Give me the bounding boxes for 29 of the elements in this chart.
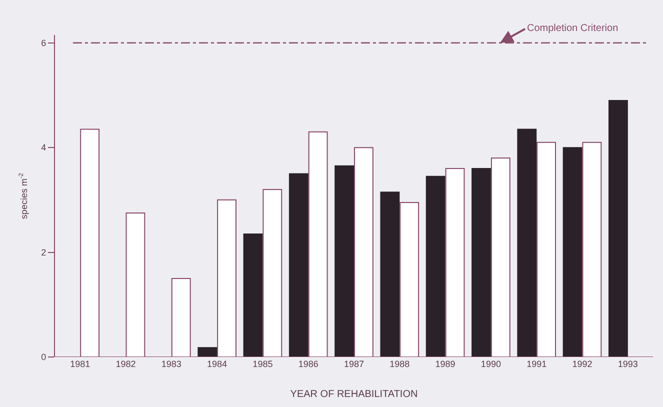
bar xyxy=(334,165,354,357)
x-tick-label: 1984 xyxy=(207,359,228,369)
bar xyxy=(608,100,628,357)
y-tick-label: 4 xyxy=(41,142,46,153)
x-tick-label: 1981 xyxy=(70,359,90,369)
x-tick-label: 1988 xyxy=(390,359,410,369)
x-tick-label: 1985 xyxy=(252,359,273,369)
ref-line-label: Completion Criterion xyxy=(527,23,618,34)
x-tick-label: 1987 xyxy=(344,359,364,369)
bar xyxy=(472,168,491,357)
x-tick-label: 1983 xyxy=(161,359,182,369)
y-tick-label: 6 xyxy=(41,38,46,48)
bar xyxy=(380,192,400,357)
x-tick-label: 1993 xyxy=(618,359,638,369)
x-tick-label: 1991 xyxy=(526,359,547,369)
bar xyxy=(288,173,308,357)
y-tick-label: 0 xyxy=(41,352,46,362)
bar xyxy=(198,347,218,357)
bar xyxy=(517,128,537,357)
bar xyxy=(562,147,582,357)
x-tick-label: 1990 xyxy=(480,359,501,369)
x-tick-label: 1982 xyxy=(116,359,136,369)
x-axis-title: YEAR OF REHABILITATION xyxy=(290,389,418,400)
bar xyxy=(243,233,263,357)
bar xyxy=(426,176,446,357)
y-tick-label: 2 xyxy=(41,247,46,258)
x-tick-label: 1986 xyxy=(298,359,318,369)
x-tick-label: 1992 xyxy=(572,359,592,369)
x-tick-label: 1989 xyxy=(435,359,456,369)
